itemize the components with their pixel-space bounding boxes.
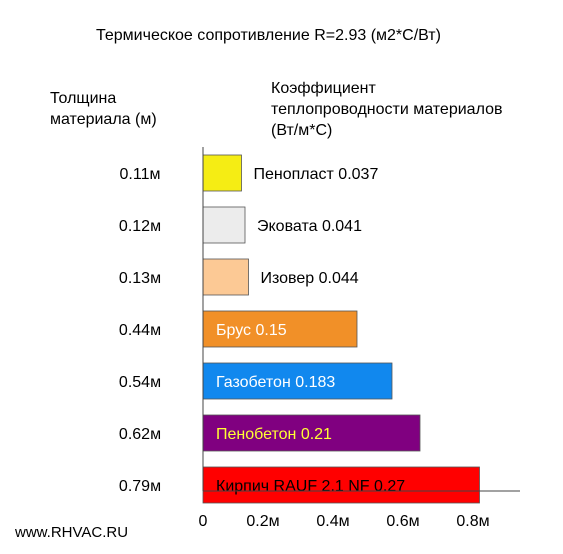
thickness-label: 0.54м bbox=[119, 374, 161, 391]
x-tick-label: 0.4м bbox=[316, 513, 349, 530]
x-tick-label: 0.8м bbox=[456, 513, 489, 530]
thickness-label: 0.13м bbox=[119, 270, 161, 287]
x-tick-label: 0.6м bbox=[386, 513, 419, 530]
bar-label: Изовер 0.044 bbox=[261, 270, 359, 287]
bar-label: Пенобетон 0.21 bbox=[216, 426, 332, 443]
bar bbox=[202, 154, 242, 192]
thickness-label: 0.11м bbox=[120, 166, 161, 183]
thickness-label: 0.62м bbox=[119, 426, 161, 443]
bar-label: Кирпич RAUF 2.1 NF 0.27 bbox=[216, 478, 405, 495]
bar-label: Пенопласт 0.037 bbox=[254, 166, 379, 183]
website-footer: www.RHVAC.RU bbox=[15, 524, 129, 541]
bar bbox=[202, 258, 249, 296]
bar bbox=[202, 206, 246, 244]
x-tick-label: 0.2м bbox=[246, 513, 279, 530]
thickness-label: 0.44м bbox=[119, 322, 161, 339]
bar bbox=[202, 466, 480, 504]
thickness-label: 0.79м bbox=[119, 478, 161, 495]
conductivity-header: Коэффициент теплопроводности материалов … bbox=[271, 80, 503, 139]
bar-label: Брус 0.15 bbox=[216, 322, 287, 339]
x-tick-label: 0 bbox=[199, 513, 208, 530]
bar bbox=[202, 362, 393, 400]
thickness-axis-title: Толщина материала (м) bbox=[50, 90, 157, 128]
chart-title: Термическое сопротивление R=2.93 (м2*С/В… bbox=[96, 27, 441, 44]
bar bbox=[202, 310, 358, 348]
bar bbox=[202, 414, 421, 452]
thickness-label: 0.12м bbox=[119, 218, 161, 235]
bar-label: Газобетон 0.183 bbox=[216, 374, 335, 391]
bar-label: Эковата 0.041 bbox=[257, 218, 362, 235]
